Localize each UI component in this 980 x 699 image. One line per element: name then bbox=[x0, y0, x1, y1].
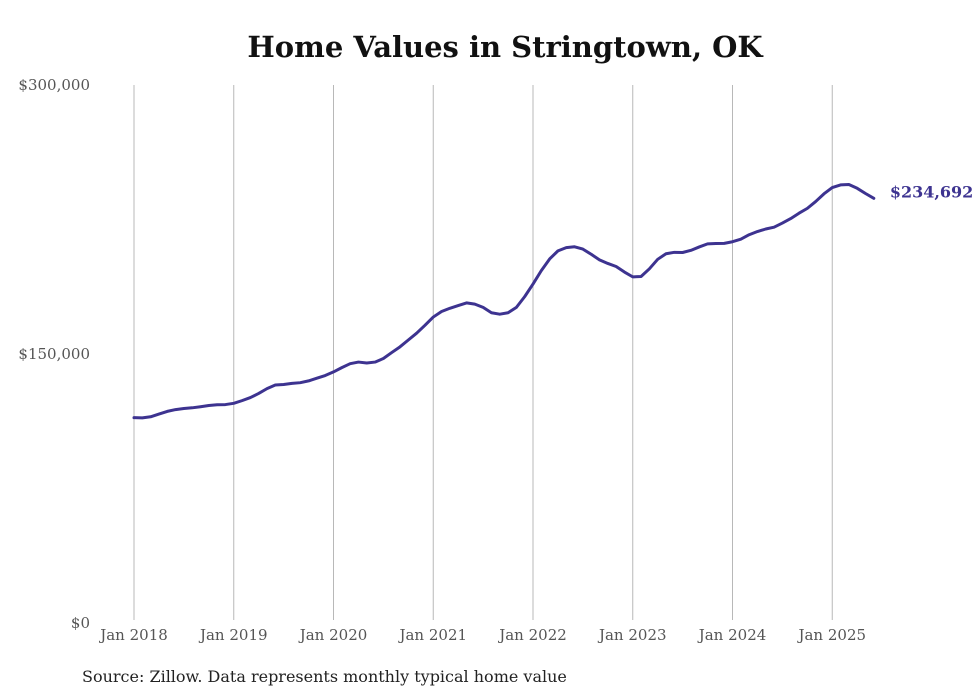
x-tick-label: Jan 2021 bbox=[397, 626, 467, 644]
y-tick-label: $150,000 bbox=[18, 345, 90, 363]
series-line bbox=[132, 183, 876, 420]
end-value-label: $234,692 bbox=[890, 182, 974, 201]
y-tick-label: $300,000 bbox=[18, 76, 90, 94]
gridlines bbox=[133, 85, 833, 620]
x-tick-label: Jan 2022 bbox=[497, 626, 567, 644]
chart-title: Home Values in Stringtown, OK bbox=[247, 30, 763, 64]
y-tick-label: $0 bbox=[71, 614, 90, 632]
source-note: Source: Zillow. Data represents monthly … bbox=[82, 667, 567, 686]
series-line-group bbox=[132, 183, 876, 420]
x-tick-label: Jan 2025 bbox=[796, 626, 866, 644]
x-tick-label: Jan 2018 bbox=[98, 626, 168, 644]
axis-labels: Jan 2018 Jan 2019 Jan 2020 Jan 2021 Jan 2022… bbox=[18, 76, 973, 644]
x-tick-label: Jan 2019 bbox=[198, 626, 268, 644]
x-tick-label: Jan 2024 bbox=[697, 626, 767, 644]
x-tick-label: Jan 2023 bbox=[597, 626, 667, 644]
x-tick-label: Jan 2020 bbox=[298, 626, 368, 644]
